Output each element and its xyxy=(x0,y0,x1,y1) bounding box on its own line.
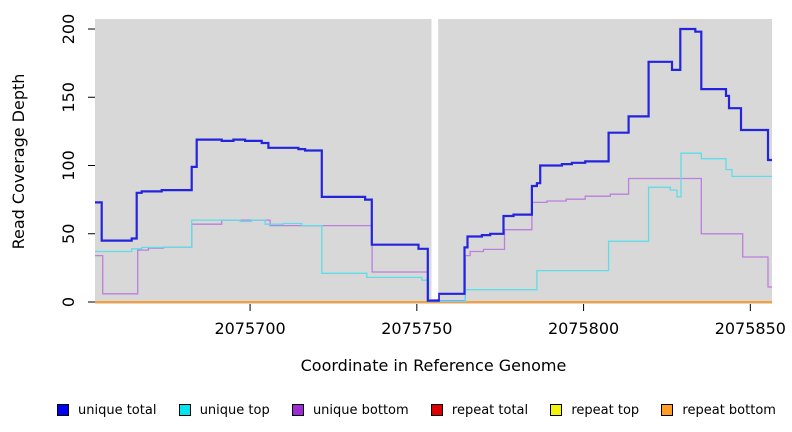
legend-label: repeat total xyxy=(451,402,529,418)
y-tick-label: 100 xyxy=(59,150,78,181)
y-tick-label: 150 xyxy=(59,82,78,113)
legend-swatch-unique-top xyxy=(178,404,191,416)
legend-swatch-unique-bottom xyxy=(291,404,304,416)
legend-swatch-repeat-total xyxy=(430,404,443,416)
x-tick-label: 2075700 xyxy=(214,319,285,338)
legend-item-repeat-bottom: repeat bottom xyxy=(661,403,776,418)
x-tick-label: 2075800 xyxy=(548,319,619,338)
chart-legend: unique total unique top unique bottom repea… xyxy=(0,397,792,423)
masked-gap-region xyxy=(431,19,439,299)
legend-item-unique-total: unique total xyxy=(57,403,156,418)
legend-swatch-repeat-top xyxy=(550,404,563,416)
y-tick-label: 50 xyxy=(59,224,78,244)
legend-label: repeat bottom xyxy=(682,402,776,418)
legend-item-unique-top: unique top xyxy=(178,402,270,418)
y-tick-label: 200 xyxy=(59,14,78,45)
legend-label: unique bottom xyxy=(312,402,409,418)
legend-item-unique-bottom: unique bottom xyxy=(291,402,409,418)
x-tick-label: 2075850 xyxy=(715,319,786,338)
y-tick-label: 0 xyxy=(59,297,78,307)
y-axis-title: Read Coverage Depth xyxy=(9,74,28,250)
x-tick-label: 2075750 xyxy=(381,319,452,338)
legend-label: repeat top xyxy=(571,402,640,418)
legend-swatch-unique-total xyxy=(57,404,69,416)
legend-item-repeat-top: repeat top xyxy=(550,403,639,418)
legend-label: unique total xyxy=(78,402,157,418)
x-axis-title: Coordinate in Reference Genome xyxy=(301,356,567,375)
legend-item-repeat-total: repeat total xyxy=(430,402,529,418)
legend-label: unique top xyxy=(199,402,270,418)
series-unique-top xyxy=(95,152,772,302)
series-unique-total xyxy=(95,27,772,302)
legend-swatch-repeat-bottom xyxy=(661,404,674,416)
